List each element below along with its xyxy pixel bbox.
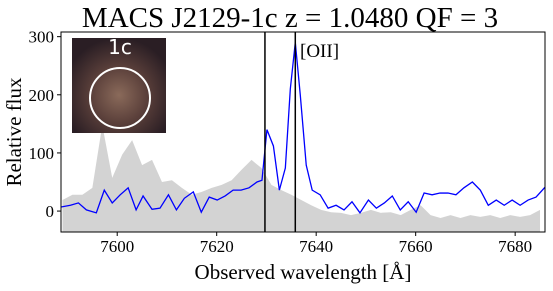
x-tick-label: 7660	[399, 237, 433, 256]
noise-area	[62, 125, 541, 232]
x-axis-label: Observed wavelength [Å]	[195, 260, 412, 284]
axes-frame	[60, 31, 546, 233]
x-tick-label: 7680	[498, 237, 532, 256]
x-tick-label: 7640	[299, 237, 333, 256]
y-tick-label: 200	[29, 86, 55, 105]
series-group	[61, 42, 545, 232]
y-tick-label: 100	[29, 144, 55, 163]
inset-label: 1c	[108, 35, 132, 59]
annotation: [OII]	[300, 41, 339, 62]
x-tick-label: 7620	[200, 237, 234, 256]
x-tick-label: 7600	[100, 237, 134, 256]
aperture	[89, 67, 151, 129]
y-tick-label: 300	[29, 28, 55, 47]
chart-title: MACS J2129-1c z = 1.0480 QF = 3	[82, 2, 498, 34]
spectrum-line	[61, 42, 545, 214]
inset-image	[72, 38, 166, 133]
y-tick-label: 0	[46, 202, 55, 221]
y-axis-label: Relative flux	[2, 77, 26, 187]
